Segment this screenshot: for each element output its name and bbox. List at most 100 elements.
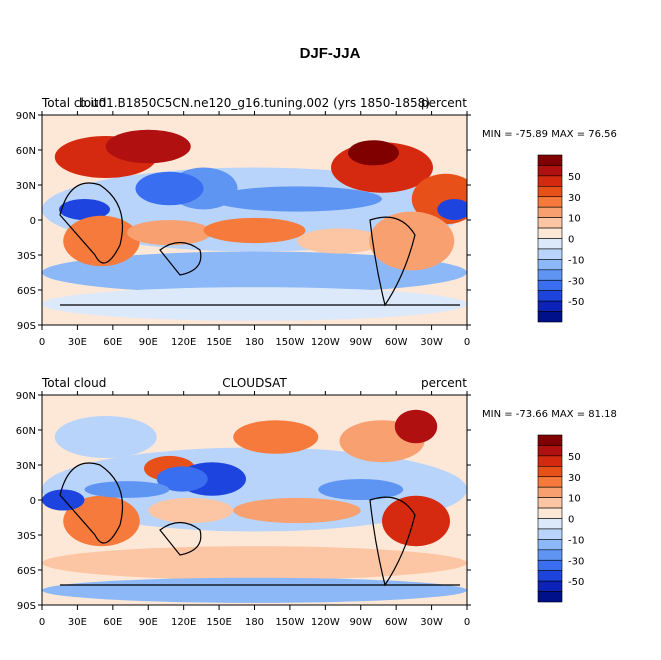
contour-region [394,409,438,444]
colorbar-box [537,290,563,302]
colorbar-label: 0 [568,515,574,526]
contour-region [437,199,467,220]
panel-center-text: b.it01.B1850C5CN.ne120_g16.tuning.002 (y… [79,96,430,110]
panel-stats: MIN = -75.89 MAX = 76.56 [482,129,617,140]
lat-tick-label: 0 [30,496,36,507]
lat-tick-label: 30N [16,181,36,192]
lat-tick-label: 90N [16,111,36,122]
lat-tick-label: 90S [17,321,36,332]
lon-tick-label: 120E [171,337,196,348]
panel-right-text: percent [421,376,467,390]
contour-region [42,577,467,603]
colorbar-box [537,154,563,166]
lon-tick-label: 150E [206,617,231,628]
contour-region [348,140,399,166]
lon-tick-label: 90W [349,617,372,628]
contour-region [212,186,382,212]
colorbar-box [537,559,563,571]
lat-tick-label: 60N [16,146,36,157]
contour-region [42,489,85,511]
lon-tick-label: 30E [68,337,87,348]
colorbar-box [537,434,563,446]
lon-tick-label: 180 [245,617,264,628]
contour-region [233,497,361,524]
contour-region [42,546,467,580]
colorbar-box [537,591,563,603]
colorbar-box [537,507,563,519]
colorbar-box [537,445,563,457]
contour-region [84,481,170,498]
colorbar-box [537,186,563,198]
colorbar-label: 30 [568,473,581,484]
colorbar-box [537,528,563,540]
contour-region [156,466,208,492]
lon-tick-label: 90E [139,337,158,348]
contour-field [42,395,467,605]
contour-region [105,129,191,164]
colorbar-box [537,238,563,250]
lon-tick-label: 0 [464,617,470,628]
contour-region [63,495,140,547]
panel-left-text: Total cloud [41,376,106,390]
colorbar-box [537,476,563,488]
lon-tick-label: 60W [385,337,408,348]
colorbar-box [537,165,563,177]
colorbar-box [537,217,563,229]
contour-region [148,497,234,524]
colorbar-label: 0 [568,235,574,246]
coastline [59,462,460,587]
colorbar-box [537,580,563,592]
colorbar-box [537,466,563,478]
colorbar-label: 50 [568,452,581,463]
contour-region [135,171,204,206]
panel-left-text: Total cloud [41,96,106,110]
lon-tick-label: 150W [275,337,304,348]
colorbar-label: 10 [568,494,581,505]
colorbar-box [537,206,563,218]
lon-tick-label: 90E [139,617,158,628]
panel-right-text: percent [421,96,467,110]
colorbar-box [537,549,563,561]
colorbar-label: -50 [568,577,584,588]
lat-tick-label: 90N [16,391,36,402]
colorbar-box [537,279,563,291]
colorbar-box [537,497,563,509]
lon-tick-label: 150E [206,337,231,348]
lon-tick-label: 30W [420,337,443,348]
colorbar-box [537,518,563,530]
contour-region [369,211,455,271]
contour-region [318,479,404,500]
lat-tick-label: 90S [17,601,36,612]
lon-tick-label: 60E [103,337,122,348]
colorbar-box [537,196,563,208]
lon-tick-label: 120E [171,617,196,628]
colorbar-box [537,227,563,239]
contour-region [297,228,382,254]
colorbar-label: 50 [568,172,581,183]
lon-tick-label: 90W [349,337,372,348]
lon-tick-label: 30W [420,617,443,628]
lon-tick-label: 120W [311,337,340,348]
colorbar-box [537,311,563,323]
contour-region [233,420,319,454]
lat-tick-label: 30S [17,531,36,542]
lat-tick-label: 60N [16,426,36,437]
lon-tick-label: 180 [245,337,264,348]
colorbar-box [537,175,563,187]
colorbar-box [537,259,563,271]
colorbar-box [537,248,563,260]
colorbar-label: -50 [568,297,584,308]
contour-region [127,220,212,246]
lon-tick-label: 0 [464,337,470,348]
figure-title: DJF-JJA [300,45,361,62]
lat-tick-label: 60S [17,286,36,297]
colorbar-box [537,570,563,582]
coastline [59,182,460,307]
colorbar-box [537,300,563,312]
lon-tick-label: 0 [39,337,45,348]
colorbar-label: 30 [568,193,581,204]
lat-tick-label: 0 [30,216,36,227]
contour-region [42,287,467,321]
map-panel: Total cloud CLOUDSAT percent MIN = -73.66 M… [16,376,617,628]
